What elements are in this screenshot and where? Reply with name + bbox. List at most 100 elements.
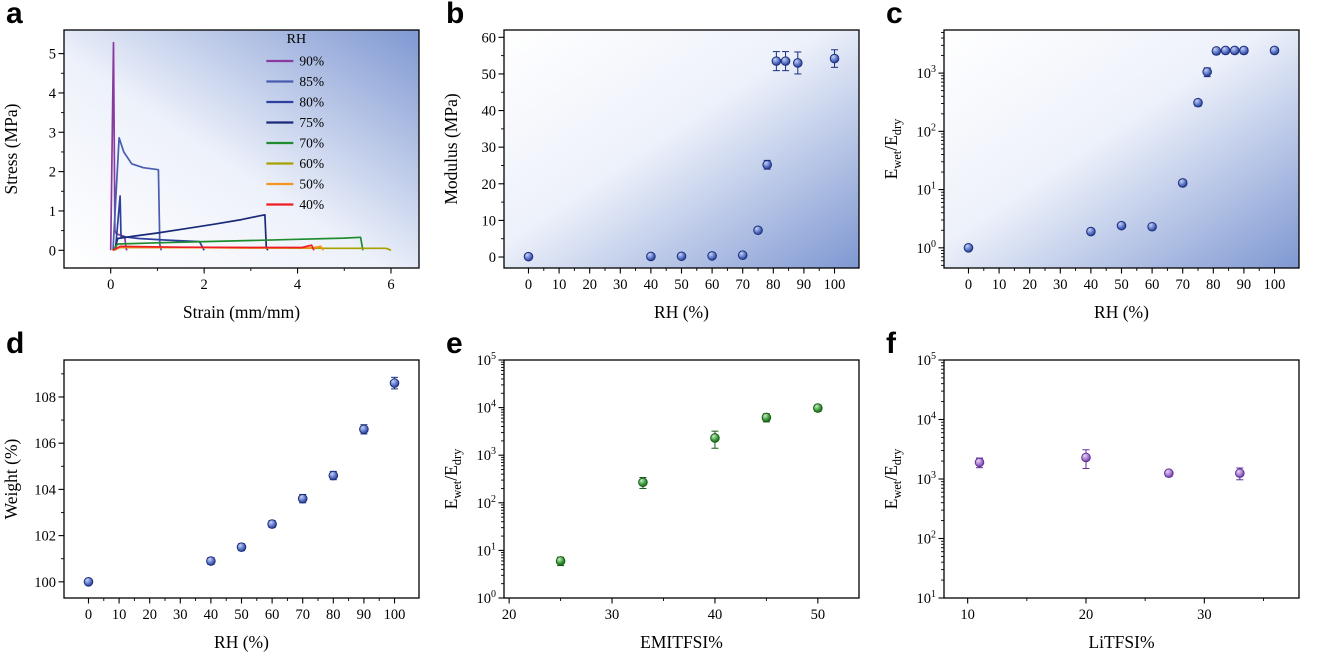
svg-text:70: 70 xyxy=(1175,277,1190,293)
svg-text:Modulus (MPa): Modulus (MPa) xyxy=(441,93,461,204)
svg-text:RH (%): RH (%) xyxy=(1094,302,1149,322)
svg-text:30: 30 xyxy=(1053,277,1068,293)
svg-text:100: 100 xyxy=(384,607,406,623)
svg-text:90: 90 xyxy=(1237,277,1252,293)
svg-text:80: 80 xyxy=(1206,277,1221,293)
chart-a-stress-strain: 0 2 4 6 0 1 2 3 4 5 Strain (mm/mm) Stress (MPa) RH 90… xyxy=(1,29,420,322)
svg-text:RH: RH xyxy=(287,32,306,47)
svg-text:Ewet/Edry: Ewet/Edry xyxy=(441,448,464,510)
svg-text:Ewet/Edry: Ewet/Edry xyxy=(881,118,904,180)
svg-text:20: 20 xyxy=(1079,607,1094,623)
svg-text:100: 100 xyxy=(1264,277,1286,293)
chart-e-ewet-edry-vs-emitfsi: 20 30 40 50 100 101 102 103 104 105 EMITFSI% Ewet/E… xyxy=(441,351,860,652)
svg-text:102: 102 xyxy=(34,529,56,545)
svg-text:100: 100 xyxy=(477,589,497,607)
svg-text:50: 50 xyxy=(811,607,826,623)
svg-text:30: 30 xyxy=(605,607,620,623)
svg-text:50%: 50% xyxy=(299,177,324,192)
svg-text:LiTFSI%: LiTFSI% xyxy=(1088,632,1154,652)
panel-label-b: b xyxy=(446,0,465,30)
svg-text:4: 4 xyxy=(294,277,302,293)
svg-text:70%: 70% xyxy=(299,136,324,151)
svg-text:40: 40 xyxy=(1084,277,1099,293)
svg-text:5: 5 xyxy=(49,47,56,63)
svg-text:30: 30 xyxy=(173,607,188,623)
svg-text:80: 80 xyxy=(766,277,781,293)
panel-c: c 0 10 20 30 40 50 60 70 80 90 100 100 101 102 103 RH (… xyxy=(880,0,1319,330)
svg-text:0: 0 xyxy=(525,277,532,293)
svg-text:101: 101 xyxy=(477,541,497,559)
svg-text:102: 102 xyxy=(917,530,937,548)
svg-text:20: 20 xyxy=(142,607,157,623)
svg-text:40: 40 xyxy=(204,607,219,623)
svg-text:Ewet/Edry: Ewet/Edry xyxy=(881,448,904,510)
svg-text:104: 104 xyxy=(917,411,937,429)
svg-text:6: 6 xyxy=(387,277,394,293)
panel-d: d 0 10 20 30 40 50 60 70 80 90 100 100 102 104 106 108 R… xyxy=(0,327,440,660)
panel-label-e: e xyxy=(446,327,463,360)
svg-text:Strain (mm/mm): Strain (mm/mm) xyxy=(183,302,300,322)
svg-text:90: 90 xyxy=(357,607,372,623)
svg-text:20: 20 xyxy=(502,607,516,623)
svg-text:40%: 40% xyxy=(299,197,324,212)
svg-text:60: 60 xyxy=(265,607,280,623)
svg-text:108: 108 xyxy=(34,390,56,406)
svg-text:10: 10 xyxy=(552,277,567,293)
svg-text:60: 60 xyxy=(705,277,720,293)
svg-text:10: 10 xyxy=(960,607,975,623)
svg-text:101: 101 xyxy=(917,589,937,607)
svg-text:50: 50 xyxy=(482,67,497,83)
svg-text:60%: 60% xyxy=(299,156,324,171)
panel-label-c: c xyxy=(886,0,903,30)
svg-text:80%: 80% xyxy=(299,95,324,110)
svg-text:60: 60 xyxy=(482,30,497,46)
panel-label-a: a xyxy=(6,0,23,30)
svg-text:RH (%): RH (%) xyxy=(654,302,709,322)
svg-text:0: 0 xyxy=(489,250,496,266)
svg-text:100: 100 xyxy=(824,277,846,293)
svg-text:105: 105 xyxy=(477,351,497,369)
svg-text:50: 50 xyxy=(674,277,689,293)
svg-text:2: 2 xyxy=(49,165,56,181)
svg-text:90: 90 xyxy=(797,277,812,293)
svg-text:4: 4 xyxy=(49,86,57,102)
svg-text:101: 101 xyxy=(917,181,937,199)
svg-text:70: 70 xyxy=(735,277,750,293)
svg-text:10: 10 xyxy=(112,607,127,623)
svg-text:50: 50 xyxy=(1114,277,1129,293)
svg-text:75%: 75% xyxy=(299,115,324,130)
svg-text:0: 0 xyxy=(107,277,114,293)
svg-text:50: 50 xyxy=(234,607,249,623)
svg-text:1: 1 xyxy=(49,204,56,220)
svg-text:70: 70 xyxy=(295,607,310,623)
svg-text:102: 102 xyxy=(477,494,497,512)
svg-text:100: 100 xyxy=(917,239,937,257)
svg-text:40: 40 xyxy=(482,104,497,120)
svg-text:Stress (MPa): Stress (MPa) xyxy=(1,103,21,194)
svg-text:40: 40 xyxy=(644,277,659,293)
svg-text:90%: 90% xyxy=(299,54,324,69)
chart-f-ewet-edry-vs-litfsi: 10 20 30 101 102 103 104 105 LiTFSI% Ewet/Edry xyxy=(881,351,1300,652)
svg-text:104: 104 xyxy=(477,399,497,417)
panel-label-f: f xyxy=(886,327,896,360)
svg-text:104: 104 xyxy=(34,482,57,498)
svg-text:103: 103 xyxy=(917,64,937,82)
panel-b: b 0 10 20 30 40 50 60 70 80 90 100 0 10 20 30 40 50 60 RH … xyxy=(440,0,880,330)
panel-label-d: d xyxy=(6,327,25,360)
chart-d-weight-vs-rh: 0 10 20 30 40 50 60 70 80 90 100 100 102 104 106 108 RH … xyxy=(1,359,420,652)
svg-text:20: 20 xyxy=(582,277,597,293)
svg-text:30: 30 xyxy=(1197,607,1212,623)
svg-text:2: 2 xyxy=(201,277,208,293)
svg-text:10: 10 xyxy=(992,277,1007,293)
svg-text:85%: 85% xyxy=(299,74,324,89)
chart-c-ewet-edry-vs-rh: 0 10 20 30 40 50 60 70 80 90 100 100 101 102 103 RH (%)… xyxy=(881,29,1300,322)
svg-text:106: 106 xyxy=(34,436,56,452)
panel-a: a 0 2 4 6 0 1 2 3 4 5 Strain (mm/mm) Stress (MPa) RH… xyxy=(0,0,440,330)
svg-text:103: 103 xyxy=(477,446,497,464)
svg-text:3: 3 xyxy=(49,125,56,141)
svg-text:20: 20 xyxy=(1022,277,1037,293)
svg-text:100: 100 xyxy=(34,575,56,591)
svg-text:Weight (%): Weight (%) xyxy=(1,438,21,519)
svg-text:EMITFSI%: EMITFSI% xyxy=(640,632,723,652)
